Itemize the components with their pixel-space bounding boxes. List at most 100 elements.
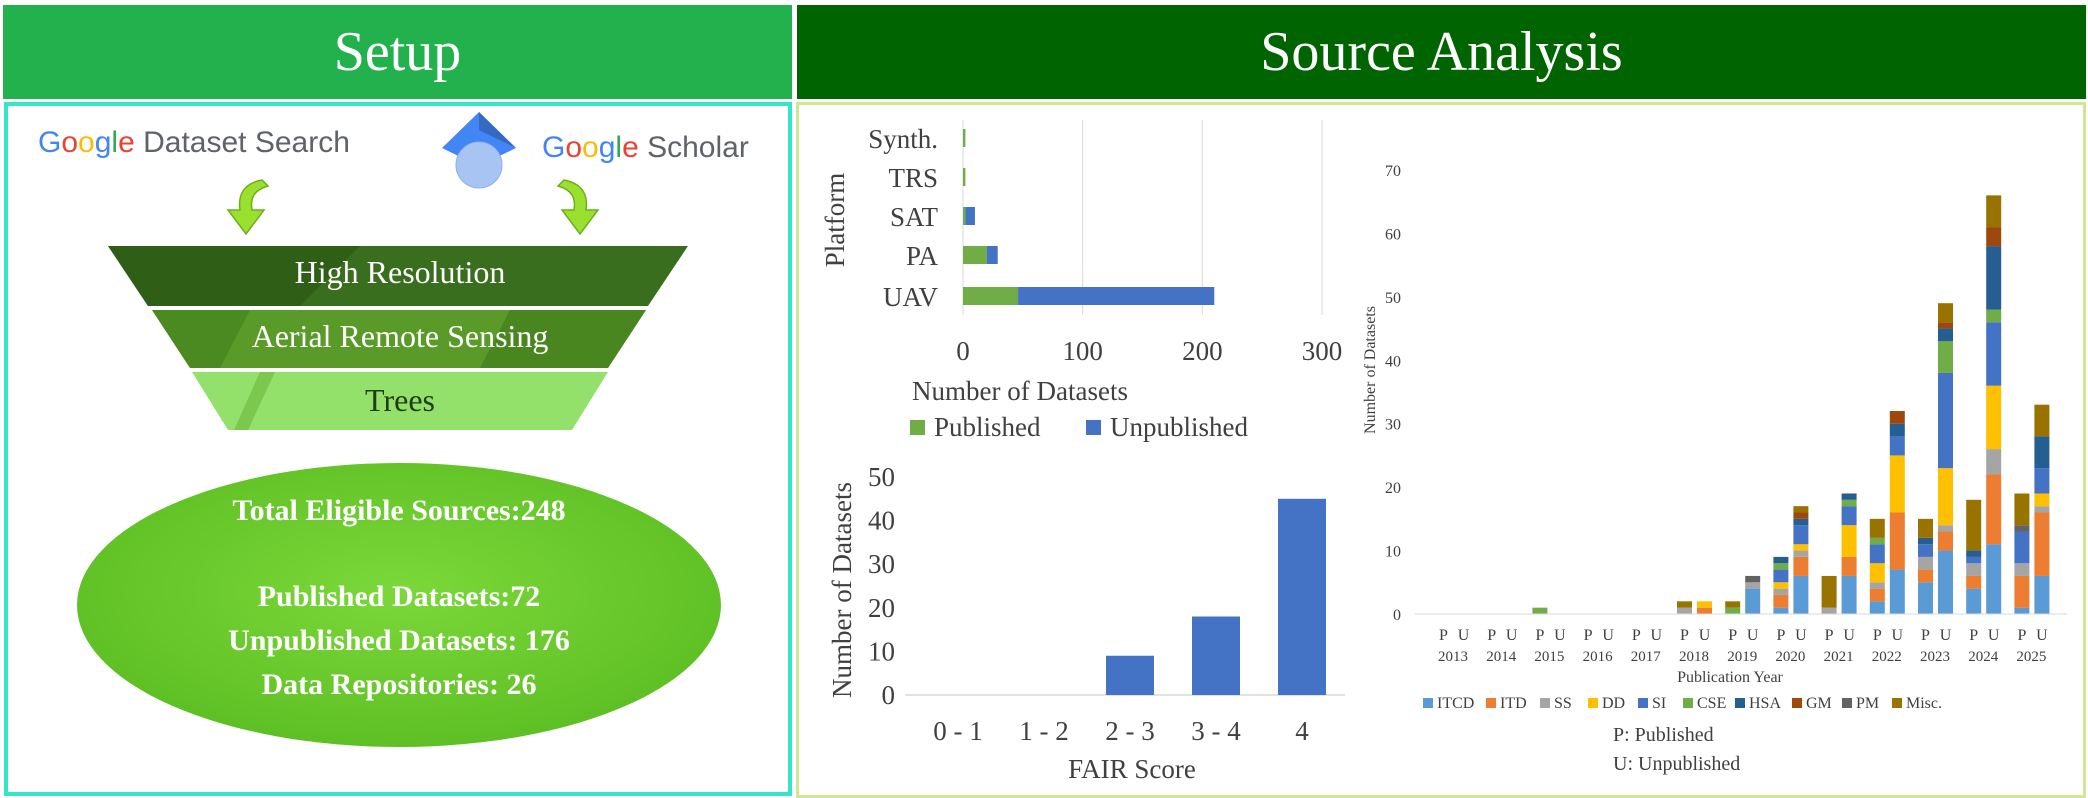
funnel-diagram — [108, 246, 688, 430]
y-tick-label: 50 — [868, 462, 895, 492]
legend-swatch-cse — [1683, 698, 1693, 708]
x-sublabel-u: U — [2036, 627, 2048, 644]
bar-segment-2020-p-ss — [1773, 588, 1789, 595]
legend-swatch-hsa — [1735, 698, 1745, 708]
x-year-label: 2021 — [1824, 649, 1854, 665]
x-year-label: 2017 — [1631, 649, 1662, 665]
bar-segment-2024-u-dd — [1986, 385, 2002, 450]
x-sublabel-u: U — [1843, 627, 1855, 644]
bar-segment-2025-u-hsa — [2034, 436, 2050, 469]
bar-segment-2023-p-hsa — [1918, 537, 1933, 545]
bar-segment-2025-u-itd — [2034, 512, 2050, 576]
bar-segment-2024-u-hsa — [1986, 246, 2002, 310]
x-sublabel-p: P — [1535, 627, 1544, 644]
bar-segment-2022-u-itcd — [1889, 569, 1905, 614]
bar-unpublished-pa — [986, 246, 998, 264]
x-sublabel-p: P — [1776, 627, 1785, 644]
bar-segment-2021-u-si — [1841, 506, 1857, 526]
legend-label-ss: SS — [1554, 695, 1572, 712]
x-year-label: 2018 — [1679, 649, 1709, 665]
y-tick-label: PA — [906, 241, 939, 271]
bar-segment-2022-p-ss — [1869, 582, 1885, 589]
x-sublabel-p: P — [1728, 627, 1737, 644]
bar-segment-2023-u-dd — [1938, 468, 1953, 526]
bar-segment-2021-u-dd — [1841, 525, 1857, 557]
bar-segment-2024-u-misc — [1986, 195, 2002, 228]
y-tick-label: 20 — [1385, 480, 1401, 497]
y-tick-label: 10 — [1385, 544, 1401, 561]
data-repositories-count: Data Repositories: 26 — [261, 668, 537, 701]
google-wordmark-right: Google — [542, 131, 639, 164]
setup-header: Setup — [3, 5, 792, 99]
bar-segment-2024-u-itd — [1986, 474, 2002, 545]
x-tick-label: 4 — [1295, 716, 1309, 746]
bar-segment-2018-p-ss — [1677, 607, 1692, 614]
bar-segment-2018-u-itd — [1697, 607, 1712, 614]
bar-segment-2023-u-itd — [1938, 531, 1953, 551]
x-year-label: 2019 — [1727, 649, 1757, 665]
bar-segment-2019-u-ss — [1745, 582, 1761, 589]
bar-segment-2023-u-gm — [1938, 322, 1953, 329]
x-tick-label: 1 - 2 — [1019, 716, 1069, 746]
legend-swatch-misc — [1892, 698, 1902, 708]
y-tick-label: 10 — [868, 636, 895, 666]
bar-published-pa — [963, 246, 987, 264]
x-tick-label: 2 - 3 — [1105, 716, 1155, 746]
bar-segment-2022-u-gm — [1889, 411, 1905, 424]
x-sublabel-p: P — [2017, 627, 2026, 644]
y-tick-label: 40 — [868, 506, 895, 536]
legend-label-published: Published — [934, 412, 1041, 442]
x-year-label: 2022 — [1872, 649, 1902, 665]
bar-segment-2025-p-itcd — [2014, 607, 2030, 614]
x-sublabel-u: U — [1988, 627, 2000, 644]
y-tick-label: 30 — [868, 549, 895, 579]
x-sublabel-p: P — [1680, 627, 1689, 644]
bar-unpublished-sat — [965, 207, 975, 225]
bar-published-uav — [963, 287, 1019, 305]
bar-segment-2025-u-dd — [2034, 493, 2050, 507]
bar-segment-2020-u-itd — [1793, 556, 1809, 576]
source-analysis-panel — [796, 102, 2086, 798]
bar-segment-2020-u-dd — [1793, 544, 1809, 551]
bar-segment-2025-p-si — [2014, 531, 2030, 564]
scholar-text: Scholar — [647, 131, 749, 164]
unpublished-datasets-count: Unpublished Datasets: 176 — [228, 624, 570, 657]
bar-segment-2025-u-misc — [2034, 404, 2050, 437]
bar-segment-2021-p-ss — [1821, 607, 1837, 614]
bar-segment-2024-p-misc — [1966, 499, 1982, 551]
bar-segment-2018-u-dd — [1697, 601, 1712, 608]
x-year-label: 2016 — [1583, 649, 1614, 665]
note-unpublished: U: Unpublished — [1613, 753, 1740, 775]
bar-segment-2024-p-itd — [1966, 575, 1982, 589]
bar-fair-2-3 — [1106, 655, 1154, 695]
bar-segment-2020-u-gm — [1793, 512, 1809, 519]
x-tick-label: 0 — [956, 336, 970, 366]
funnel-label-high-resolution: High Resolution — [294, 254, 506, 290]
x-year-label: 2024 — [1968, 649, 1999, 665]
legend-label-itcd: ITCD — [1437, 695, 1474, 712]
bar-segment-2024-p-si — [1966, 556, 1982, 564]
y-tick-label: 0 — [1393, 607, 1401, 624]
x-sublabel-p: P — [1584, 627, 1593, 644]
bar-published-sat — [963, 207, 966, 225]
bar-segment-2025-p-itd — [2014, 575, 2030, 608]
bar-segment-2022-u-si — [1889, 436, 1905, 456]
funnel-label-trees: Trees — [365, 382, 435, 418]
bar-segment-2020-p-cse — [1773, 563, 1789, 570]
x-year-label: 2013 — [1438, 649, 1468, 665]
x-axis-label: Number of Datasets — [912, 376, 1128, 406]
bar-fair-3-4 — [1192, 616, 1240, 695]
bar-segment-2024-u-si — [1986, 322, 2002, 386]
bar-segment-2020-u-misc — [1793, 506, 1809, 513]
legend-swatch-pm — [1842, 698, 1852, 708]
y-tick-label: SAT — [890, 202, 939, 232]
x-sublabel-u: U — [1795, 627, 1807, 644]
y-tick-label: Synth. — [868, 124, 938, 154]
bar-segment-2024-p-ss — [1966, 563, 1982, 576]
x-tick-label: 3 - 4 — [1191, 716, 1241, 746]
legend-label-si: SI — [1652, 695, 1666, 712]
legend-label-unpublished: Unpublished — [1110, 412, 1248, 442]
x-tick-label: 300 — [1302, 336, 1343, 366]
scholar-cap-icon — [442, 112, 516, 189]
x-sublabel-u: U — [1699, 627, 1711, 644]
